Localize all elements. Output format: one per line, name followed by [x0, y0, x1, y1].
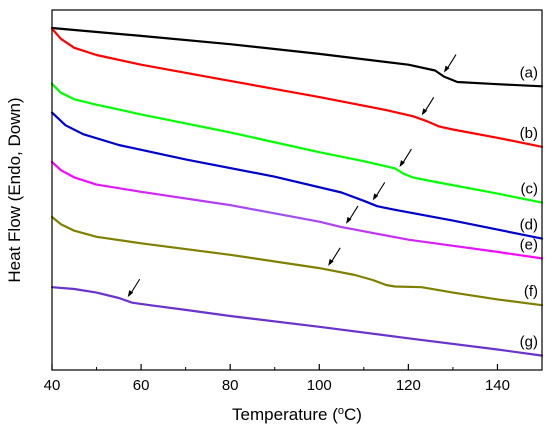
transition-arrow-f — [328, 247, 341, 266]
series-line-d — [50, 111, 544, 240]
y-axis-title: Heat Flow (Endo, Down) — [5, 97, 24, 282]
x-tick-label: 40 — [44, 377, 61, 394]
series-line-b — [50, 27, 544, 148]
plot-area — [50, 26, 544, 357]
series-line-f — [50, 215, 544, 307]
x-axis-title: Temperature (oC) — [232, 405, 362, 424]
transition-arrows — [127, 54, 457, 298]
transition-arrow-c — [399, 148, 412, 168]
transition-arrow-b — [421, 97, 435, 116]
curve-label-d: (d) — [520, 217, 538, 234]
transition-arrow-d — [372, 182, 386, 201]
curve-labels: (a) (b) (c) (d) (e) (f) (g) — [520, 64, 538, 350]
curve-label-g: (g) — [520, 334, 538, 351]
x-axis-ticks: 40 60 80 100 120 140 — [44, 364, 543, 394]
curve-label-b: (b) — [520, 125, 538, 142]
curve-label-a: (a) — [520, 64, 538, 81]
curve-label-f: (f) — [524, 283, 538, 300]
series-line-c — [50, 82, 544, 204]
series-line-e — [50, 160, 544, 260]
x-tick-label: 140 — [485, 377, 510, 394]
series-line-g — [50, 286, 544, 357]
x-tick-label: 100 — [307, 377, 332, 394]
x-tick-label: 60 — [133, 377, 150, 394]
transition-arrow-g — [127, 278, 141, 298]
x-tick-label: 80 — [222, 377, 239, 394]
x-tick-label: 120 — [396, 377, 421, 394]
series-line-a — [50, 26, 544, 88]
axes — [51, 9, 543, 371]
transition-arrow-e — [346, 205, 359, 224]
plot-frame — [51, 9, 543, 371]
curve-label-c: (c) — [521, 181, 539, 198]
curve-label-e: (e) — [520, 236, 538, 253]
transition-arrow-a — [444, 54, 457, 73]
